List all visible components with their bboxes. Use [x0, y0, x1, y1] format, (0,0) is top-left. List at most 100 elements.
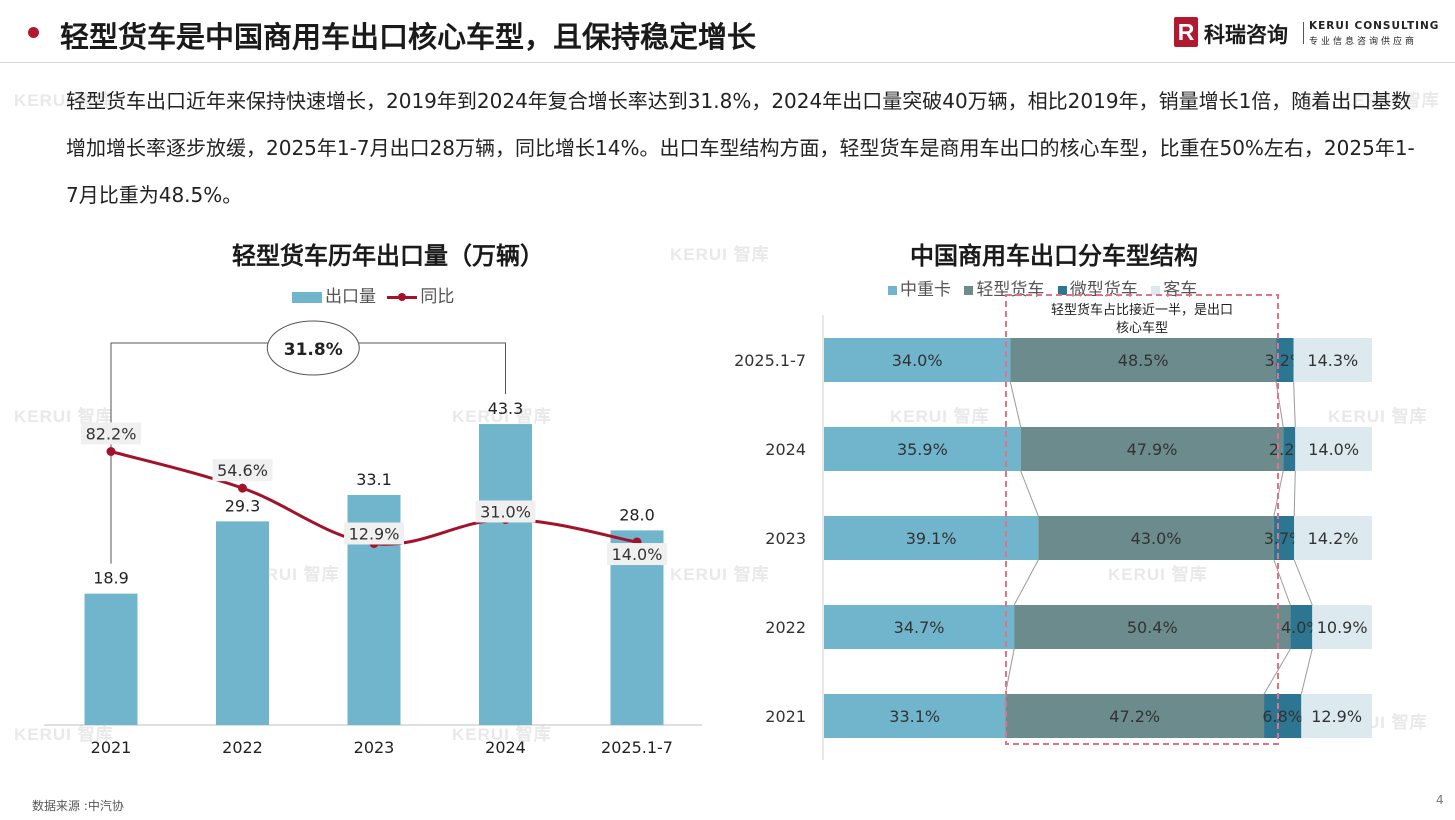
- stack-segment: [824, 605, 1015, 649]
- x-tick-label: 2022: [222, 738, 263, 757]
- stack-segment: [1295, 427, 1372, 471]
- stack-segment: [1005, 694, 1265, 738]
- legend-bar-swatch-icon: [292, 291, 322, 303]
- y-tick-label: 2021: [765, 707, 806, 726]
- legend-swatch-light-icon: [964, 286, 974, 295]
- header-divider: [0, 62, 1455, 63]
- bar-value-label: 18.9: [93, 569, 129, 588]
- logo-divider: [1303, 22, 1304, 44]
- series-connector: [1293, 470, 1296, 517]
- segment-value-label: 10.9%: [1317, 618, 1368, 637]
- stack-segment: [1293, 338, 1372, 382]
- segment-value-label: 14.3%: [1307, 351, 1358, 370]
- stack-segment: [1020, 427, 1284, 471]
- segment-value-label: 6.8%: [1262, 707, 1303, 726]
- yoy-value-label: 14.0%: [612, 545, 663, 564]
- segment-value-label: 39.1%: [906, 529, 957, 548]
- right-chart: 2025.1-7 34.0% 48.5% 3.2% 14.3%2024 35.9% 47.9…: [734, 294, 1372, 760]
- legend-bar-label: 出口量: [325, 287, 376, 307]
- stack-segment: [1294, 516, 1372, 560]
- segment-value-label: 34.7%: [894, 618, 945, 637]
- annotation-line-1: 轻型货车占比接近一半，是出口: [1051, 302, 1233, 318]
- legend-label-medium-heavy: 中重卡: [900, 280, 951, 300]
- stack-segment: [1283, 427, 1296, 471]
- bar-value-label: 43.3: [488, 399, 524, 418]
- series-connector: [1263, 648, 1291, 695]
- y-tick-label: 2022: [765, 618, 806, 637]
- legend-swatch-bus-icon: [1151, 286, 1161, 295]
- segment-value-label: 14.0%: [1308, 440, 1359, 459]
- stack-segment: [1264, 694, 1302, 738]
- left-chart-legend: 出口量 同比: [292, 282, 454, 307]
- segment-value-label: 33.1%: [889, 707, 940, 726]
- segment-value-label: 34.0%: [892, 351, 943, 370]
- watermark: KERUI 智库: [1328, 407, 1428, 426]
- segment-value-label: 4.0%: [1281, 618, 1322, 637]
- series-connector: [1020, 470, 1039, 517]
- title-bullet: [28, 27, 39, 38]
- series-connector: [1275, 381, 1284, 428]
- yoy-point: [106, 447, 116, 456]
- series-connector: [1300, 648, 1313, 695]
- watermark: KERUI 智库: [670, 245, 770, 264]
- series-connector: [1013, 559, 1039, 606]
- highlight-box: [1005, 294, 1279, 745]
- summary-text: 轻型货车出口近年来保持快速增长，2019年到2024年复合增长率达到31.8%，…: [66, 89, 1415, 207]
- x-tick-label: 2023: [354, 738, 395, 757]
- logo-tagline: 专业信息咨询供应商: [1309, 37, 1418, 47]
- bar-value-label: 29.3: [225, 496, 261, 515]
- annotation-line-2: 核心车型: [1116, 320, 1168, 336]
- segment-value-label: 48.5%: [1118, 351, 1169, 370]
- series-connector: [1273, 559, 1291, 606]
- stack-segment: [1290, 605, 1313, 649]
- watermark: KERUI 智库: [452, 407, 552, 426]
- segment-value-label: 14.2%: [1308, 529, 1359, 548]
- export-bar: [84, 593, 138, 725]
- left-chart: 18.9 2021 29.3 2022 33.1 2023 43.3 2024 28.0 2025…: [44, 320, 702, 757]
- logo-name-cn: 科瑞咨询: [1204, 23, 1288, 47]
- series-connector: [1293, 381, 1296, 428]
- yoy-label-bg: [212, 459, 273, 482]
- stack-segment: [1014, 605, 1291, 649]
- watermark: KERUI 智库: [890, 407, 990, 426]
- stack-segment: [824, 516, 1039, 560]
- yoy-label-bg: [475, 500, 536, 523]
- segment-value-label: 50.4%: [1127, 618, 1178, 637]
- cagr-ellipse: [266, 320, 360, 376]
- legend-swatch-medium-heavy-icon: [888, 286, 897, 295]
- logo-mark-icon: R: [1174, 17, 1198, 47]
- segment-value-label: 47.9%: [1127, 440, 1178, 459]
- segment-value-label: 35.9%: [897, 440, 948, 459]
- series-connector: [1009, 381, 1022, 428]
- stack-segment: [1301, 694, 1372, 738]
- segment-value-label: 12.9%: [1311, 707, 1362, 726]
- legend-line-label: 同比: [420, 287, 455, 307]
- export-bar: [216, 521, 269, 725]
- stack-segment: [824, 694, 1006, 738]
- segment-value-label: 47.2%: [1109, 707, 1160, 726]
- x-tick-label: 2021: [91, 738, 132, 757]
- watermark: KERUI 智库: [14, 725, 114, 744]
- page-title: 轻型货车是中国商用车出口核心车型，且保持稳定增长: [60, 20, 757, 54]
- yoy-point: [238, 483, 247, 493]
- left-chart-title: 轻型货车历年出口量（万辆）: [232, 242, 544, 270]
- bar-value-label: 33.1: [356, 470, 392, 489]
- watermark: KERUI 智库: [670, 565, 770, 584]
- cagr-label: 31.8%: [284, 340, 343, 360]
- stack-segment: [1038, 516, 1274, 560]
- stack-segment: [824, 338, 1011, 382]
- data-source: 数据来源 :中汽协: [32, 799, 124, 813]
- x-tick-label: 2024: [485, 738, 526, 757]
- yoy-label-bg: [607, 543, 667, 566]
- page-number: 4: [1436, 793, 1444, 807]
- legend-swatch-micro-icon: [1057, 286, 1067, 295]
- yoy-value-label: 31.0%: [480, 502, 531, 521]
- stack-segment: [1010, 338, 1277, 382]
- watermark: KERUI 智库: [14, 91, 114, 110]
- y-tick-label: 2023: [765, 529, 806, 548]
- yoy-value-label: 82.2%: [86, 425, 137, 444]
- watermark: KERUI 智库: [1108, 565, 1208, 584]
- yoy-value-label: 12.9%: [349, 525, 400, 544]
- stack-segment: [1276, 338, 1294, 382]
- stack-segment: [1312, 605, 1372, 649]
